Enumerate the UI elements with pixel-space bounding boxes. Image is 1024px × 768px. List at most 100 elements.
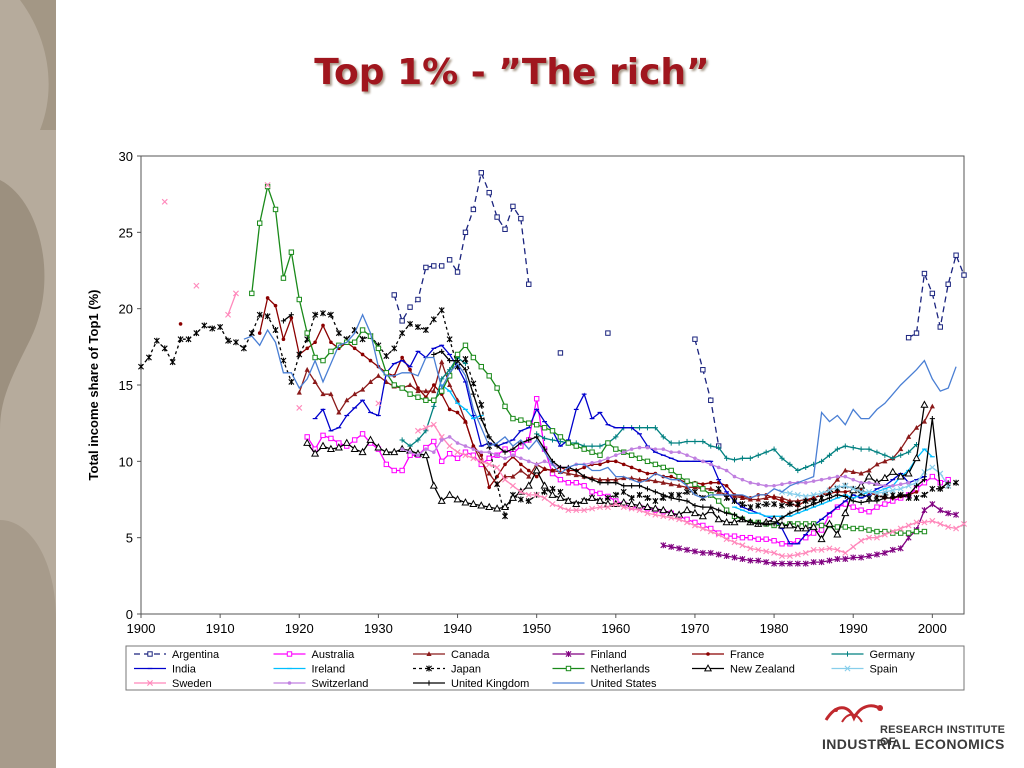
data-point (541, 488, 548, 495)
data-point (866, 527, 872, 533)
data-point (685, 453, 689, 458)
data-point (431, 388, 437, 394)
data-point (660, 492, 666, 498)
data-point (486, 373, 492, 379)
data-point (423, 264, 429, 271)
data-point (929, 473, 936, 480)
data-point (842, 493, 848, 500)
data-point (850, 498, 856, 504)
data-point (621, 462, 626, 467)
data-point (629, 465, 634, 470)
data-point (825, 519, 834, 527)
data-point (566, 468, 571, 473)
data-point (470, 206, 477, 213)
data-point (780, 499, 784, 503)
data-point (668, 481, 674, 487)
data-point (407, 391, 413, 397)
data-point (715, 551, 722, 558)
data-point (494, 464, 501, 471)
data-point (652, 461, 659, 468)
data-point (929, 415, 935, 422)
data-point (636, 455, 643, 461)
data-point (573, 443, 579, 449)
data-point (668, 495, 674, 501)
data-point (897, 545, 904, 552)
data-point (526, 459, 531, 464)
data-point (533, 421, 540, 428)
data-point (810, 530, 817, 536)
data-point (652, 478, 658, 484)
data-point (281, 337, 286, 341)
data-point (336, 409, 342, 415)
data-point (660, 513, 667, 520)
data-point (564, 496, 573, 504)
data-point (636, 483, 643, 489)
data-point (889, 528, 896, 535)
data-point (913, 424, 920, 430)
data-point (842, 501, 848, 507)
data-point (652, 425, 658, 431)
data-point (858, 554, 865, 561)
data-point (375, 400, 382, 407)
data-point (423, 428, 429, 434)
data-point (794, 560, 801, 567)
data-point (755, 557, 762, 564)
legend-label: India (172, 664, 197, 676)
data-point (652, 489, 658, 495)
data-point (660, 479, 666, 485)
data-point (423, 388, 429, 394)
data-point (415, 296, 421, 303)
data-point (802, 560, 809, 567)
data-point (542, 467, 547, 471)
data-point (866, 509, 872, 515)
legend-label: Ireland (312, 664, 346, 676)
logo-line1: RESEARCH INSTITUTE OF (880, 724, 1006, 748)
data-point (802, 493, 809, 500)
legend-marker (844, 651, 851, 657)
data-point (329, 340, 333, 345)
data-point (391, 467, 397, 474)
data-point (921, 270, 928, 277)
data-point (431, 263, 437, 269)
data-point (826, 487, 833, 494)
data-point (232, 339, 239, 346)
legend-label: Japan (451, 664, 481, 676)
data-point (898, 446, 904, 452)
legend-label: United States (591, 678, 658, 690)
data-point (818, 546, 825, 553)
data-point (906, 449, 912, 455)
data-point (701, 482, 705, 487)
data-point (866, 446, 872, 452)
data-point (731, 457, 738, 463)
data-point (929, 290, 936, 297)
data-point (787, 498, 793, 504)
data-point (882, 452, 888, 458)
data-point (913, 494, 920, 501)
series-netherlands (249, 183, 928, 536)
data-point (716, 507, 722, 513)
data-point (637, 445, 642, 450)
data-point (818, 498, 825, 504)
data-point (375, 345, 382, 352)
data-point (684, 516, 690, 523)
data-point (635, 501, 644, 509)
data-point (534, 462, 539, 467)
legend-label: Germany (870, 649, 916, 661)
plot-area (140, 155, 965, 615)
data-point (534, 474, 539, 479)
data-point (423, 397, 429, 403)
data-point (382, 447, 391, 456)
x-tick-label: 1960 (601, 621, 630, 636)
data-point (676, 440, 682, 446)
data-point (628, 452, 635, 458)
data-point (161, 345, 168, 352)
data-point (810, 559, 817, 566)
data-point (874, 498, 880, 504)
data-point (731, 554, 738, 561)
data-point (929, 485, 936, 492)
data-point (463, 419, 468, 424)
data-point (304, 366, 310, 372)
data-point (288, 312, 294, 318)
data-point (352, 391, 358, 397)
data-point (890, 495, 896, 501)
